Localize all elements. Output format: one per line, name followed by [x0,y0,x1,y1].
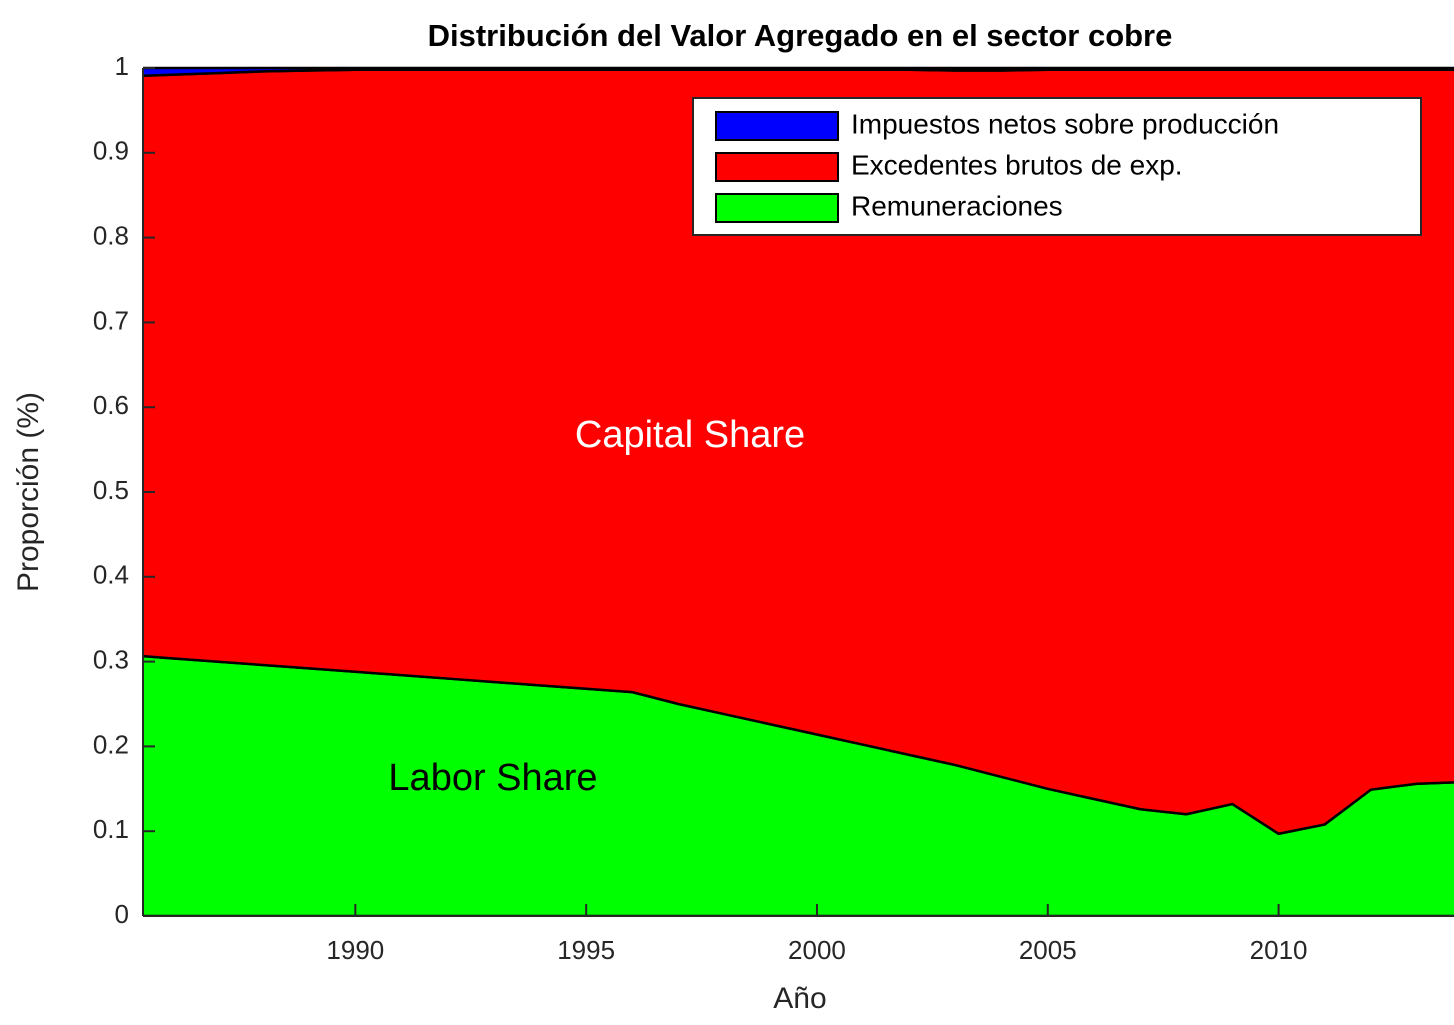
y-axis-label: Proporción (%) [12,392,45,592]
x-tick-label: 2010 [1250,935,1308,965]
legend-swatch [715,193,839,223]
area [143,66,1454,78]
chart-title: Distribución del Valor Agregado en el se… [428,18,1173,53]
y-tick-label: 1 [115,51,129,81]
x-axis-label: Año [773,982,826,1015]
y-tick-label: 0.9 [93,136,129,166]
y-tick-label: 0.1 [93,814,129,844]
y-tick-label: 0.3 [93,644,129,674]
y-tick-label: 0.5 [93,475,129,505]
annotation: Labor Share [388,757,597,799]
x-tick-label: 2000 [788,935,846,965]
x-tick-label: 1995 [557,935,615,965]
plot-area [143,66,1454,916]
legend-swatch [715,111,839,141]
annotation: Capital Share [575,414,805,456]
legend-label: Impuestos netos sobre producción [851,108,1279,139]
y-tick-label: 0.6 [93,390,129,420]
y-tick-label: 0.4 [93,560,129,590]
legend-label: Excedentes brutos de exp. [851,149,1183,180]
legend-swatch [715,152,839,182]
y-tick-label: 0.8 [93,220,129,250]
legend-label: Remuneraciones [851,190,1063,221]
y-tick-label: 0.2 [93,729,129,759]
y-tick-label: 0 [115,899,129,929]
x-tick-label: 2005 [1019,935,1077,965]
y-tick-label: 0.7 [93,305,129,335]
x-tick-label: 1990 [326,935,384,965]
